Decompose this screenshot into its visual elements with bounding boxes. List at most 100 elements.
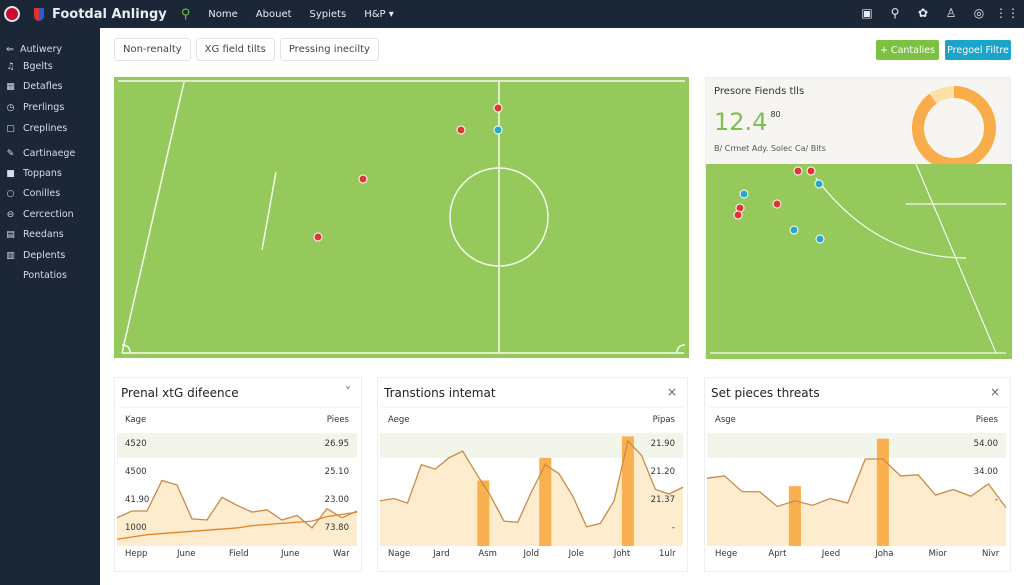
clipboard-icon: ▤: [6, 229, 15, 240]
left-axis-label: Kage: [125, 415, 147, 425]
sidebar-back[interactable]: ⇐ Autiwery: [6, 44, 62, 55]
sidebar-item-8[interactable]: ▤ Reedans: [6, 229, 63, 240]
chart-card-0: Prenal xtG difeence ˅ Kage Piees 4520 450…: [114, 377, 362, 572]
sidebar-item-2[interactable]: ◷ Prerlings: [6, 102, 65, 113]
clock-icon: ◷: [6, 102, 15, 113]
bar: [788, 486, 801, 546]
close-icon[interactable]: ×: [989, 385, 1000, 399]
mini-pitch: [706, 164, 1012, 359]
chart-svg: [706, 406, 1008, 546]
user-icon[interactable]: ♙: [945, 6, 957, 20]
sidebar: ⇐ Autiwery ♫ Bgelts ▦ Detafles ◷ Prerlings ▢ Cr…: [0, 28, 100, 585]
player-marker-blue: [814, 179, 824, 189]
crest-icon: [34, 7, 44, 21]
player-marker-red: [806, 166, 816, 176]
chart-title: Prenal xtG difeence: [121, 386, 239, 400]
summary-caption: B/ Crmet Ady. Solec Ca/ Bits: [714, 144, 826, 153]
x-tick: Jole: [568, 549, 584, 559]
x-tick: Joht: [613, 549, 631, 559]
chevron-down-icon[interactable]: ˅: [345, 385, 351, 399]
sidebar-item-label: Cercection: [23, 209, 74, 220]
x-tick: War: [333, 549, 350, 559]
grid-icon: ▥: [6, 250, 15, 261]
club-logo[interactable]: [4, 6, 20, 22]
right-tick: 73.80: [324, 523, 349, 533]
player-marker-red: [733, 210, 743, 220]
x-tick: Mior: [928, 549, 947, 559]
filter-xg-field-tilts[interactable]: XG field tilts: [195, 38, 275, 61]
right-axis-label: Piees: [975, 415, 998, 425]
sidebar-item-3[interactable]: ▢ Creplines: [6, 123, 67, 134]
primary-filter-button[interactable]: Pregoel Filtre: [945, 40, 1011, 60]
folder-icon: ■: [6, 168, 15, 179]
settings-icon[interactable]: ✿: [917, 6, 929, 20]
donut-chart: [912, 86, 996, 170]
x-tick: June: [281, 549, 300, 559]
apps-grid-icon[interactable]: ⋮⋮: [995, 6, 1019, 20]
sidebar-item-4[interactable]: ✎ Cartinaege: [6, 148, 76, 159]
right-tick: 21.90: [650, 439, 675, 449]
sidebar-item-10[interactable]: Pontatios: [6, 270, 67, 281]
right-tick: 26.95: [324, 439, 349, 449]
x-tick: Nivr: [982, 549, 1000, 559]
sidebar-item-6[interactable]: ○ Conilles: [6, 188, 61, 199]
summary-title: Presore Fiends tlls: [714, 86, 805, 97]
x-tick: Jeed: [821, 549, 841, 559]
nav-home[interactable]: Nome: [208, 8, 238, 20]
sidebar-item-label: Bgelts: [23, 61, 53, 72]
sidebar-item-0[interactable]: ♫ Bgelts: [6, 61, 53, 72]
app-title: Footdal Anlingy: [52, 6, 167, 22]
right-tick: 34.00: [973, 467, 998, 477]
chart-svg: [379, 406, 685, 546]
chart-title: Set pieces threats: [711, 386, 820, 400]
chart-title: Transtions intemat: [384, 386, 496, 400]
search-icon[interactable]: ⚲: [890, 6, 900, 20]
player-marker-blue: [739, 189, 749, 199]
pin-icon: ✎: [6, 148, 15, 159]
nav-help-menu[interactable]: H&P ▾: [364, 8, 394, 20]
right-tick: 54.00: [973, 439, 998, 449]
filter-non-penalty[interactable]: Non-renalty: [114, 38, 191, 61]
help-icon[interactable]: ◎: [973, 6, 985, 20]
x-tick: Hege: [715, 549, 738, 559]
bar: [621, 436, 634, 546]
sidebar-item-1[interactable]: ▦ Detafles: [6, 81, 62, 92]
bar: [477, 480, 490, 546]
info-icon: ○: [6, 188, 15, 199]
player-marker-blue: [789, 225, 799, 235]
x-tick: Aprt: [768, 549, 787, 559]
sidebar-item-label: Prerlings: [23, 102, 65, 113]
sidebar-item-5[interactable]: ■ Toppans: [6, 168, 62, 179]
add-button[interactable]: + Cantalies: [876, 40, 939, 60]
sidebar-item-7[interactable]: ⊖ Cercection: [6, 209, 74, 220]
player-marker-red: [313, 232, 323, 242]
left-axis-label: Asge: [715, 415, 736, 425]
sidebar-item-9[interactable]: ▥ Deplents: [6, 250, 65, 261]
search-icon[interactable]: ⚲: [180, 6, 191, 22]
bell-icon: ♫: [6, 61, 15, 72]
x-tick: Joha: [875, 549, 894, 559]
series-line: [706, 458, 1007, 508]
x-tick: Nage: [388, 549, 411, 559]
sidebar-back-label: Autiwery: [20, 44, 63, 55]
minus-circle-icon: ⊖: [6, 209, 15, 220]
right-axis-label: Pipas: [652, 415, 675, 425]
sidebar-item-label: Detafles: [23, 81, 63, 92]
area-fill: [380, 440, 683, 546]
x-tick: June: [177, 549, 196, 559]
left-tick: 41.90: [125, 495, 150, 505]
close-icon[interactable]: ×: [666, 385, 677, 399]
player-marker-red: [358, 174, 368, 184]
highlight-band: [117, 433, 357, 458]
filter-pressing-intensity[interactable]: Pressing inecilty: [279, 38, 379, 61]
area-fill: [117, 480, 357, 546]
summary-value: 12.4: [714, 108, 768, 136]
nav-suppliers[interactable]: Sypiets: [309, 8, 347, 20]
nav-about[interactable]: Abouet: [255, 8, 292, 20]
x-tick: Asm: [478, 549, 497, 559]
left-axis-label: Aege: [388, 415, 410, 425]
summary-card: Presore Fiends tlls 12.4 80 B/ Crmet Ady…: [705, 77, 1012, 359]
main-pitch: [114, 77, 689, 358]
right-tick: 25.10: [324, 467, 349, 477]
calculator-icon[interactable]: ▣: [861, 6, 873, 20]
